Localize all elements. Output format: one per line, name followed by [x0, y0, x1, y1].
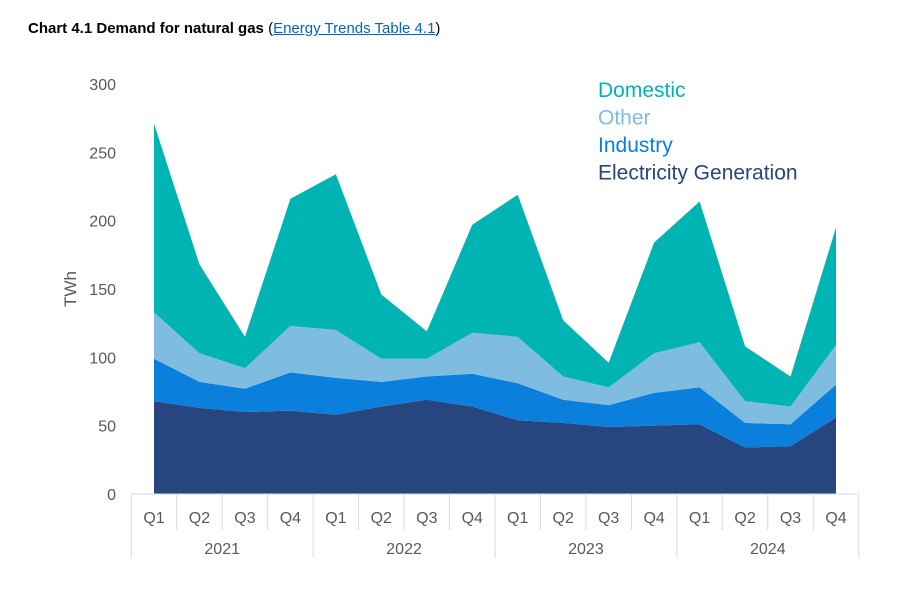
legend-entry-domestic: Domestic — [598, 79, 686, 102]
x-tick-label: Q1 — [507, 510, 528, 527]
x-tick-label: Q2 — [189, 510, 210, 527]
x-tick-label: Q4 — [280, 510, 301, 527]
y-tick-label: 0 — [107, 487, 116, 504]
year-label: 2021 — [204, 541, 240, 558]
paren-open: ( — [268, 20, 274, 37]
y-tick-label: 50 — [98, 419, 116, 436]
y-tick-label: 100 — [89, 350, 116, 367]
year-label: 2022 — [386, 541, 422, 558]
x-tick-label: Q4 — [643, 510, 664, 527]
x-tick-label: Q1 — [143, 510, 164, 527]
title-text: Chart 4.1 Demand for natural gas — [28, 20, 264, 37]
x-tick-label: Q1 — [325, 510, 346, 527]
paren-close: ) — [435, 20, 441, 37]
legend-entry-other: Other — [598, 107, 651, 130]
x-tick-label: Q2 — [371, 510, 392, 527]
x-tick-label: Q3 — [598, 510, 619, 527]
area-other — [154, 312, 836, 425]
y-tick-label: 200 — [89, 214, 116, 231]
x-tick-label: Q4 — [462, 510, 483, 527]
year-label: 2023 — [568, 541, 604, 558]
x-tick-label: Q4 — [825, 510, 846, 527]
x-tick-label: Q1 — [689, 510, 710, 527]
y-axis-label: TWh — [61, 271, 80, 307]
x-tick-label: Q3 — [416, 510, 437, 527]
x-tick-label: Q3 — [780, 510, 801, 527]
y-tick-label: 300 — [89, 77, 116, 94]
chart-title: Chart 4.1 Demand for natural gas (Energy… — [28, 20, 440, 37]
area-electricity-generation — [154, 399, 836, 494]
y-tick-label: 250 — [89, 145, 116, 162]
legend-entry-electricity-generation: Electricity Generation — [598, 162, 798, 185]
area-domestic — [154, 123, 836, 407]
source-table-link[interactable]: Energy Trends Table 4.1 — [273, 20, 436, 37]
y-tick-label: 150 — [89, 282, 116, 299]
x-tick-label: Q2 — [734, 510, 755, 527]
year-label: 2024 — [750, 541, 786, 558]
area-industry — [154, 358, 836, 448]
legend-entry-industry: Industry — [598, 134, 673, 157]
x-tick-label: Q2 — [553, 510, 574, 527]
x-tick-label: Q3 — [234, 510, 255, 527]
